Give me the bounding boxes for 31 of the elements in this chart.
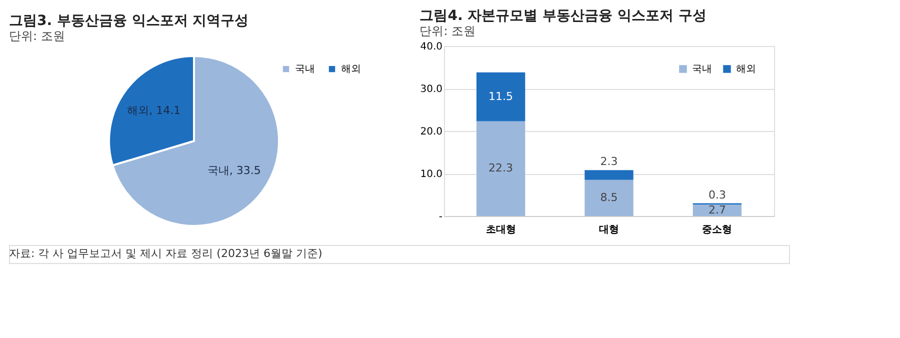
legend-label: 해외 [341, 64, 361, 76]
bar [476, 72, 526, 122]
legend-label: 해외 [736, 64, 756, 75]
bar [584, 180, 634, 216]
x-tick-label: 중소형 [702, 224, 732, 236]
data-label: 8.5 [600, 190, 618, 204]
bar [584, 170, 634, 180]
bar [476, 121, 526, 216]
data-label: 22.3 [488, 162, 514, 175]
chart-title: 그림4. 자본규모별 부동산금융 익스포저 구성 [420, 8, 706, 24]
chart-subtitle: 단위: 조원 [9, 29, 65, 43]
legend-label: 국내 [295, 64, 315, 76]
text: 자료: 각 사 업무보고서 및 제시 자료 정리 (2023년 6월말 기준) [9, 247, 322, 260]
y-tick-label: 10.0 [420, 169, 442, 180]
x-tick-label: 초대형 [486, 224, 516, 236]
data-label: 0.3 [708, 188, 726, 202]
data-label: 2.3 [600, 155, 618, 168]
x-tick-label: 대형 [599, 224, 619, 236]
pie-slice [112, 55, 280, 227]
data-label: 국내, 33.5 [207, 164, 261, 177]
y-tick-label: 20.0 [420, 126, 442, 138]
y-tick-label: 40.0 [420, 42, 442, 52]
chart-subtitle: 단위: 조원 [420, 24, 476, 38]
data-label: 해외, 14.1 [127, 104, 181, 118]
y-tick-label: - [438, 212, 443, 222]
data-label: 2.7 [708, 203, 726, 216]
legend-label: 국내 [692, 64, 712, 75]
data-label: 11.5 [488, 90, 514, 103]
bar [692, 204, 742, 216]
y-tick-label: 30.0 [420, 84, 442, 95]
chart-title: 그림3. 부동산금융 익스포저 지역구성 [9, 13, 249, 29]
